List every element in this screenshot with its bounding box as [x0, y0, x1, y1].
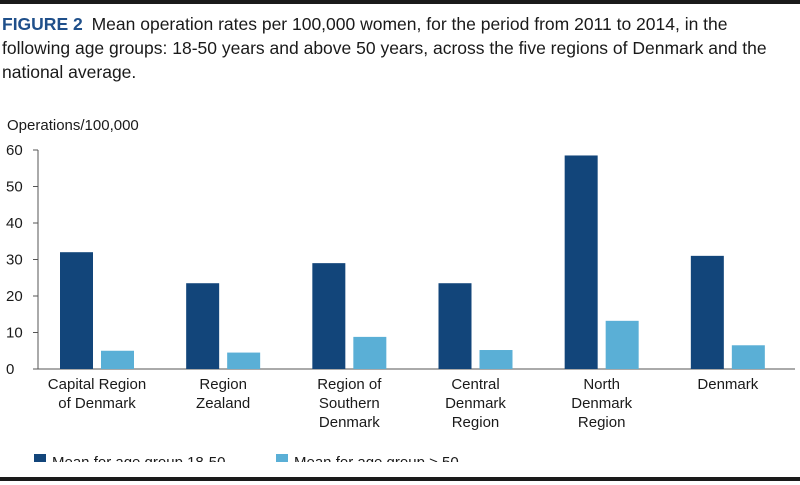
bar-age-over-50 [227, 352, 261, 369]
bar-age-18-50 [690, 255, 724, 369]
bar-age-over-50 [479, 350, 513, 369]
bar-age-18-50 [60, 252, 93, 369]
x-category-label: Denmark [571, 395, 632, 412]
top-rule [0, 0, 800, 4]
x-category-label: Region [452, 414, 500, 431]
bar-age-over-50 [353, 336, 387, 369]
x-category-label: Region [199, 376, 247, 393]
bar-age-over-50 [605, 320, 639, 369]
bar-age-18-50 [564, 155, 598, 369]
x-category-label: of Denmark [58, 395, 136, 412]
x-category-label: North [583, 376, 620, 393]
y-tick-label: 20 [6, 288, 23, 305]
figure-caption-text: Mean operation rates per 100,000 women, … [2, 14, 767, 82]
x-category-label: Southern [319, 395, 380, 412]
y-tick-label: 60 [6, 142, 23, 159]
figure-label: FIGURE 2 [2, 14, 83, 34]
figure-caption: FIGURE 2 Mean operation rates per 100,00… [2, 12, 794, 84]
y-tick-label: 50 [6, 179, 23, 196]
x-category-label: Denmark [445, 395, 506, 412]
legend-clip-mask [0, 462, 800, 477]
bar-age-over-50 [731, 345, 765, 369]
y-tick-label: 40 [6, 215, 23, 232]
x-category-label: Capital Region [48, 376, 146, 393]
y-tick-label: 30 [6, 252, 23, 269]
x-category-label: Region of [317, 376, 382, 393]
y-tick-label: 10 [6, 325, 23, 342]
x-category-label: Zealand [196, 395, 250, 412]
x-category-label: Region [578, 414, 626, 431]
x-category-label: Central [451, 376, 499, 393]
y-tick-label: 0 [6, 361, 14, 378]
x-category-label: Denmark [697, 376, 758, 393]
bar-age-18-50 [186, 283, 220, 369]
bottom-rule [0, 477, 800, 481]
x-category-label: Denmark [319, 414, 380, 431]
bar-age-18-50 [438, 283, 472, 369]
y-axis-label: Operations/100,000 [7, 117, 139, 134]
bar-age-18-50 [312, 263, 346, 369]
bar-age-over-50 [101, 350, 134, 369]
